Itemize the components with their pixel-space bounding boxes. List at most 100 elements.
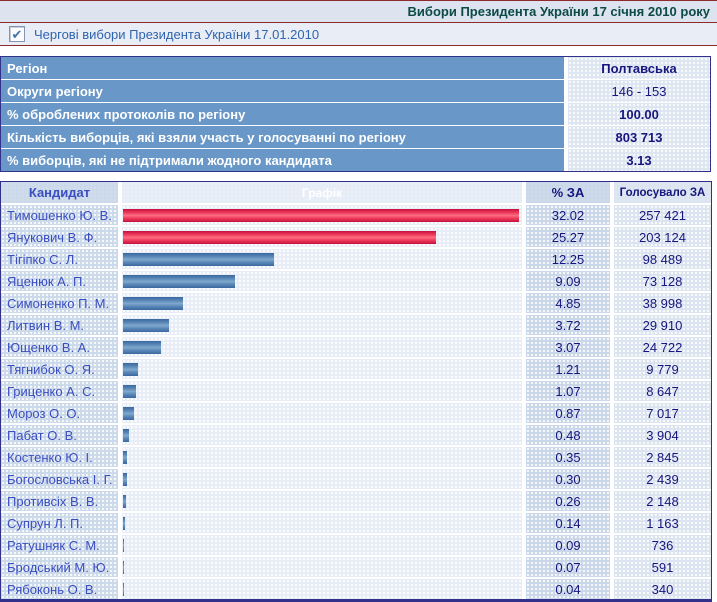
result-row: Гриценко А. С. 1.07 8 647 — [1, 381, 711, 403]
result-bar — [123, 252, 275, 266]
result-percent: 1.21 — [526, 359, 614, 379]
candidate-name: Литвин В. М. — [1, 315, 122, 335]
result-bar — [123, 406, 134, 420]
candidate-name: Гриценко А. С. — [1, 381, 122, 401]
region-row-label: Регіон — [1, 57, 568, 79]
region-row-value: 803 713 — [568, 126, 710, 148]
result-row: Яценюк А. П. 9.09 73 128 — [1, 271, 711, 293]
page-title: Вибори Президента України 17 січня 2010 … — [407, 4, 710, 19]
result-percent: 3.72 — [526, 315, 614, 335]
result-graph-cell — [122, 337, 526, 357]
result-votes: 736 — [614, 535, 711, 555]
result-row: Ющенко В. А. 3.07 24 722 — [1, 337, 711, 359]
candidate-name: Супрун Л. П. — [1, 513, 122, 533]
result-percent: 32.02 — [526, 205, 614, 225]
result-row: Мороз О. О. 0.87 7 017 — [1, 403, 711, 425]
result-percent: 1.07 — [526, 381, 614, 401]
result-row: Рябоконь О. В. 0.04 340 — [1, 579, 711, 599]
result-graph-cell — [122, 205, 526, 225]
result-graph-cell — [122, 557, 526, 577]
region-row-value: 3.13 — [568, 149, 710, 171]
result-graph-cell — [122, 425, 526, 445]
result-votes: 7 017 — [614, 403, 711, 423]
result-bar — [123, 318, 169, 332]
election-label: Чергові вибори Президента України 17.01.… — [34, 26, 320, 42]
result-bar — [123, 208, 519, 222]
result-bar — [123, 230, 436, 244]
checkmark-icon: ✔ — [11, 26, 23, 42]
result-votes: 9 779 — [614, 359, 711, 379]
result-row: Пабат О. В. 0.48 3 904 — [1, 425, 711, 447]
result-votes: 29 910 — [614, 315, 711, 335]
result-graph-cell — [122, 469, 526, 489]
candidate-name: Ратушняк С. М. — [1, 535, 122, 555]
candidate-name: Костенко Ю. І. — [1, 447, 122, 467]
result-bar — [123, 428, 129, 442]
region-row-label: Округи регіону — [1, 80, 568, 102]
candidate-name: Яценюк А. П. — [1, 271, 122, 291]
result-row: Тягнибок О. Я. 1.21 9 779 — [1, 359, 711, 381]
result-row: Тігіпко С. Л. 12.25 98 489 — [1, 249, 711, 271]
result-percent: 4.85 — [526, 293, 614, 313]
result-votes: 2 845 — [614, 447, 711, 467]
result-row: Тимошенко Ю. В. 32.02 257 421 — [1, 205, 711, 227]
result-row: Противсіх В. В. 0.26 2 148 — [1, 491, 711, 513]
result-votes: 1 163 — [614, 513, 711, 533]
result-bar — [123, 384, 137, 398]
result-bar — [123, 296, 183, 310]
result-bar — [123, 516, 125, 530]
result-graph-cell — [122, 535, 526, 555]
result-percent: 3.07 — [526, 337, 614, 357]
result-graph-cell — [122, 227, 526, 247]
result-votes: 340 — [614, 579, 711, 599]
result-row: Костенко Ю. І. 0.35 2 845 — [1, 447, 711, 469]
region-row: % виборців, які не підтримали жодного ка… — [1, 149, 710, 171]
result-percent: 0.26 — [526, 491, 614, 511]
header-candidate: Кандидат — [1, 182, 122, 203]
candidate-name: Бродський М. Ю. — [1, 557, 122, 577]
region-row-value: 146 - 153 — [568, 80, 710, 102]
election-checkbox[interactable]: ✔ — [9, 26, 25, 42]
result-bar — [123, 362, 138, 376]
result-percent: 0.14 — [526, 513, 614, 533]
result-votes: 8 647 — [614, 381, 711, 401]
result-bar — [123, 582, 124, 596]
candidate-name: Ющенко В. А. — [1, 337, 122, 357]
region-row-label: % оброблених протоколів по регіону — [1, 103, 568, 125]
result-votes: 203 124 — [614, 227, 711, 247]
region-row-value: 100.00 — [568, 103, 710, 125]
result-votes: 98 489 — [614, 249, 711, 269]
result-bar — [123, 340, 161, 354]
region-row: Регіон Полтавська — [1, 57, 710, 80]
candidate-name: Богословська І. Г. — [1, 469, 122, 489]
result-percent: 0.30 — [526, 469, 614, 489]
result-votes: 3 904 — [614, 425, 711, 445]
results-table: Кандидат Графік % ЗА Голосувало ЗА Тимош… — [0, 181, 712, 602]
result-graph-cell — [122, 315, 526, 335]
result-percent: 0.87 — [526, 403, 614, 423]
result-row: Богословська І. Г. 0.30 2 439 — [1, 469, 711, 491]
result-graph-cell — [122, 249, 526, 269]
region-row-value: Полтавська — [568, 57, 710, 79]
result-percent: 0.07 — [526, 557, 614, 577]
result-percent: 0.09 — [526, 535, 614, 555]
region-row: Кількість виборців, які взяли участь у г… — [1, 126, 710, 149]
result-votes: 2 439 — [614, 469, 711, 489]
candidate-name: Тягнибок О. Я. — [1, 359, 122, 379]
result-bar — [123, 450, 128, 464]
result-votes: 24 722 — [614, 337, 711, 357]
result-percent: 0.48 — [526, 425, 614, 445]
region-row-label: % виборців, які не підтримали жодного ка… — [1, 149, 568, 171]
candidate-name: Симоненко П. М. — [1, 293, 122, 313]
result-row: Ратушняк С. М. 0.09 736 — [1, 535, 711, 557]
result-graph-cell — [122, 579, 526, 599]
result-votes: 2 148 — [614, 491, 711, 511]
region-row: Округи регіону 146 - 153 — [1, 80, 710, 103]
result-graph-cell — [122, 359, 526, 379]
region-row-label: Кількість виборців, які взяли участь у г… — [1, 126, 568, 148]
result-bar — [123, 538, 125, 552]
result-bar — [123, 494, 127, 508]
result-bar — [123, 560, 124, 574]
result-graph-cell — [122, 271, 526, 291]
header-votes: Голосувало ЗА — [614, 182, 711, 203]
